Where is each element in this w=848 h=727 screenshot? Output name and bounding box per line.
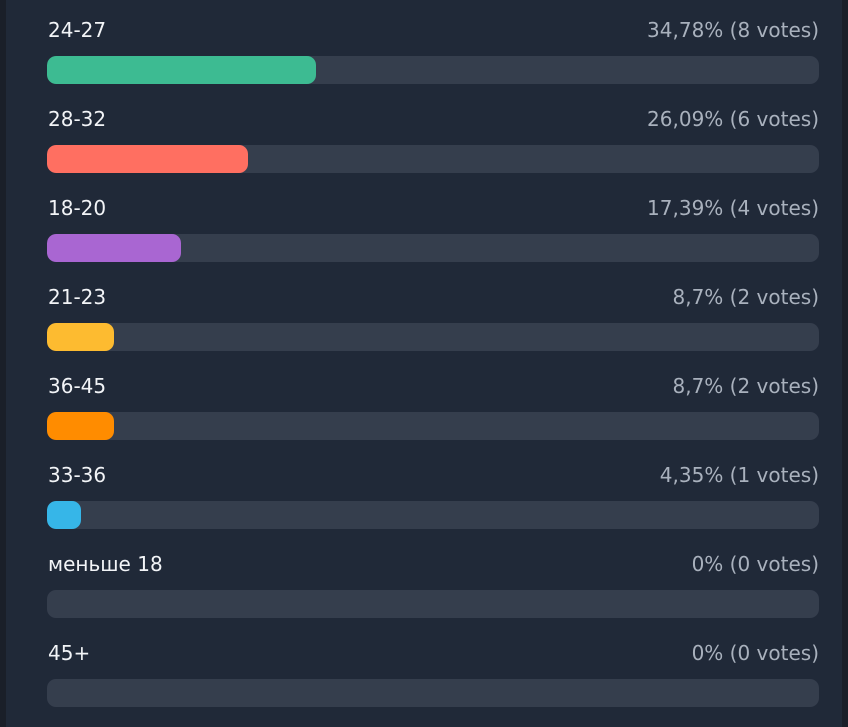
poll-option-45-plus: 45+ 0% (0 votes) — [47, 623, 819, 707]
option-label: 24-27 — [48, 18, 107, 42]
option-bar-fill — [47, 412, 114, 440]
option-result: 0% (0 votes) — [691, 641, 819, 665]
option-label: 21-23 — [48, 285, 107, 309]
option-label: 18-20 — [48, 196, 107, 220]
poll-option-28-32: 28-32 26,09% (6 votes) — [47, 89, 819, 173]
option-bar-fill — [47, 501, 81, 529]
option-bar-track — [47, 323, 819, 351]
option-bar-fill — [47, 56, 316, 84]
poll-option-33-36: 33-36 4,35% (1 votes) — [47, 445, 819, 529]
option-bar-track — [47, 501, 819, 529]
poll-option-24-27: 24-27 34,78% (8 votes) — [47, 0, 819, 84]
option-bar-fill — [47, 145, 248, 173]
poll-option-21-23: 21-23 8,7% (2 votes) — [47, 267, 820, 351]
option-label: 28-32 — [48, 107, 107, 131]
option-bar-track — [47, 56, 819, 84]
option-result: 4,35% (1 votes) — [659, 463, 819, 487]
option-bar-track — [47, 145, 819, 173]
option-result: 8,7% (2 votes) — [672, 374, 820, 398]
option-bar-fill — [47, 234, 181, 262]
option-result: 26,09% (6 votes) — [647, 107, 819, 131]
option-result: 0% (0 votes) — [691, 552, 819, 576]
option-label: 33-36 — [48, 463, 107, 487]
poll-option-36-45: 36-45 8,7% (2 votes) — [47, 356, 820, 440]
option-result: 34,78% (8 votes) — [647, 18, 819, 42]
option-bar-track — [47, 412, 819, 440]
option-label: 36-45 — [48, 374, 107, 398]
option-bar-track — [47, 234, 819, 262]
poll-option-18-20: 18-20 17,39% (4 votes) — [47, 178, 819, 262]
option-bar-track — [47, 590, 819, 618]
option-result: 8,7% (2 votes) — [672, 285, 820, 309]
option-bar-fill — [47, 323, 114, 351]
option-result: 17,39% (4 votes) — [647, 196, 819, 220]
option-label: 45+ — [48, 641, 91, 665]
option-bar-track — [47, 679, 819, 707]
option-label: меньше 18 — [48, 552, 163, 576]
poll-option-under-18: меньше 18 0% (0 votes) — [47, 534, 819, 618]
